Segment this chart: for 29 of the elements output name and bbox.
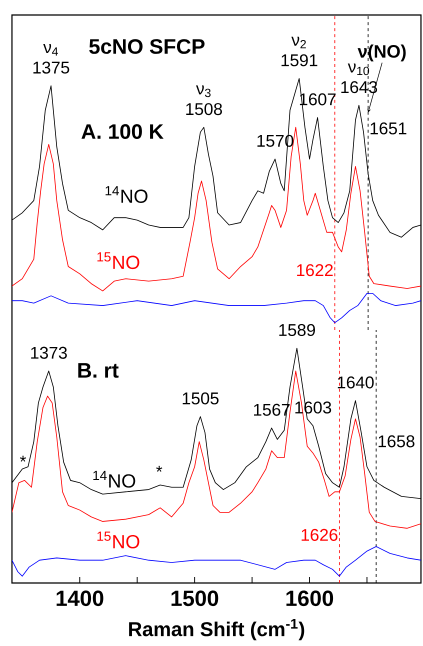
ref-line-label: 1622 <box>297 264 333 276</box>
ref-line-label: 1651 <box>370 122 406 134</box>
series-label: $^{15}$NO <box>97 532 140 548</box>
ref-line-label: 1658 <box>378 435 414 448</box>
series-label: $^{14}$NO <box>93 470 136 488</box>
annotation: ν$_{2}$ <box>291 36 306 48</box>
annotation: * <box>156 466 162 472</box>
annotation: 1640 <box>338 376 374 388</box>
x-tick-label: 1500 <box>172 590 218 606</box>
text: B. rt <box>78 363 119 378</box>
chart-title: 5cNO SFCP <box>89 39 205 54</box>
series-label: $^{15}$NO <box>97 252 140 270</box>
annotation: 1508 <box>186 103 222 116</box>
series-label: $^{14}$NO <box>106 186 148 203</box>
x-tick-label: 1400 <box>56 590 104 606</box>
annotation: * <box>20 456 26 462</box>
annotation: ν$_{3}$ <box>196 85 211 98</box>
annotation: ν(NO) <box>358 44 406 62</box>
annotation: 1505 <box>182 392 219 404</box>
x-tick-label: 1600 <box>286 590 334 606</box>
x-axis-title: Raman Shift (cm$^{-1}$) <box>129 618 304 640</box>
annotation: ν$_{10}$ <box>348 63 370 76</box>
annotation: 1373 <box>31 346 67 359</box>
annotation: 1375 <box>33 62 70 74</box>
text: A. 100 K <box>81 124 164 139</box>
annotation: ν$_{4}$ <box>43 44 58 56</box>
ref-line-label: 1626 <box>302 528 338 541</box>
annotation: 1591 <box>282 54 318 66</box>
annotation: 1589 <box>279 324 315 336</box>
